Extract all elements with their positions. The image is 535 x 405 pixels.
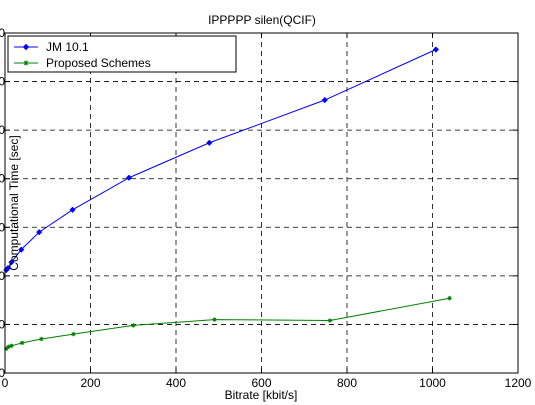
- data-point: [19, 340, 25, 346]
- data-point: [69, 206, 76, 213]
- data-point: [206, 139, 213, 146]
- data-point: [71, 331, 76, 337]
- legend: JM 10.1 Proposed Schemes: [7, 35, 237, 73]
- y-axis-title: Computational Time [sec]: [7, 135, 21, 270]
- x-tick-label: 600: [251, 376, 271, 390]
- y-tick-label: 250: [0, 123, 5, 137]
- data-point: [432, 46, 439, 53]
- legend-marker-proposed: [23, 60, 29, 66]
- y-tick-label: 0: [0, 366, 5, 380]
- series-line-0: [5, 49, 437, 271]
- y-tick-label: 350: [0, 26, 5, 40]
- y-tick-label: 200: [0, 172, 5, 186]
- data-point: [212, 317, 217, 322]
- x-tick-label: 400: [166, 376, 186, 390]
- data-point: [327, 318, 333, 323]
- grid-layer: [5, 33, 518, 373]
- legend-label-proposed: Proposed Schemes: [46, 56, 151, 70]
- x-tick-label: 1000: [419, 376, 446, 390]
- data-point: [447, 296, 452, 301]
- series-line-1: [5, 297, 450, 350]
- legend-label-jm: JM 10.1: [46, 40, 89, 54]
- y-tick-label: 100: [0, 269, 5, 283]
- legend-box: [7, 35, 237, 73]
- data-point: [18, 246, 25, 253]
- data-point: [8, 259, 15, 266]
- data-point: [321, 96, 328, 104]
- x-tick-label: 1200: [505, 376, 532, 390]
- y-tick-label: 300: [0, 75, 5, 89]
- tick-layer: 0 200 400 600 800 1000 1200 0 50 100 150 200 250 300 3…: [0, 26, 532, 390]
- data-point: [39, 336, 44, 342]
- data-point: [125, 174, 133, 181]
- data-point: [4, 265, 12, 272]
- data-point: [36, 229, 43, 236]
- data-point: [9, 343, 14, 348]
- y-tick-label: 150: [0, 220, 5, 234]
- data-point: [6, 344, 11, 349]
- chart-title: IPPPPP silen(QCIF): [208, 13, 316, 27]
- x-tick-label: 200: [80, 376, 100, 390]
- data-point: [131, 323, 136, 328]
- legend-marker-jm: [22, 43, 30, 51]
- x-axis-title: Bitrate [kbit/s]: [225, 388, 298, 402]
- y-tick-label: 50: [0, 317, 5, 331]
- x-tick-label: 0: [2, 376, 9, 390]
- x-tick-label: 800: [337, 376, 357, 390]
- series-layer: [3, 46, 452, 351]
- data-point: [4, 346, 9, 351]
